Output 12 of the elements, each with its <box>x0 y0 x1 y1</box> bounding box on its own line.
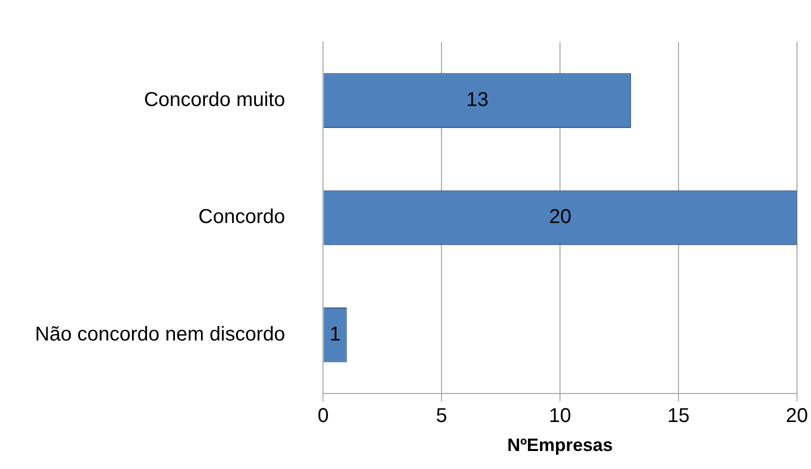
x-tick-label: 5 <box>436 404 448 427</box>
x-tick-label: 20 <box>786 404 808 427</box>
data-label: 20 <box>549 206 572 228</box>
y-tick-label: Concordo muito <box>144 89 286 112</box>
y-tick-label: Concordo <box>198 206 286 228</box>
x-axis-title: NºEmpresas <box>507 435 613 456</box>
x-tick-label: 0 <box>318 404 329 427</box>
data-label: 13 <box>466 89 488 112</box>
y-tick-label: Não concordo nem discordo <box>34 323 286 346</box>
x-tick-label: 10 <box>548 404 572 427</box>
data-label: 1 <box>330 323 341 346</box>
x-tick-label: 15 <box>667 404 690 427</box>
